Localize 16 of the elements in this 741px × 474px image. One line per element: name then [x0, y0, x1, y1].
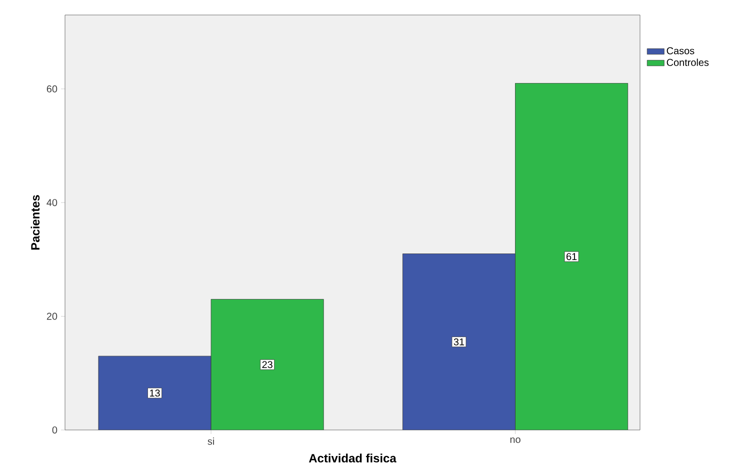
- data-label: 31: [454, 338, 464, 346]
- y-tick-label: 40: [46, 199, 58, 206]
- y-axis-title: Pacientes: [30, 195, 40, 250]
- data-label: 13: [150, 390, 160, 397]
- x-tick-label: no: [510, 438, 520, 443]
- bar: [515, 83, 628, 430]
- y-tick-label: 0: [52, 426, 58, 434]
- legend-label: Controles: [666, 58, 709, 66]
- x-tick-label: si: [208, 438, 214, 445]
- y-tick-label: 20: [46, 312, 58, 320]
- x-axis-title: Actividad fisica: [308, 454, 396, 462]
- y-tick-label: 60: [46, 85, 58, 92]
- bar: [210, 299, 324, 430]
- legend-label: Casos: [666, 47, 694, 54]
- data-label: 23: [262, 361, 272, 368]
- data-label: 61: [566, 253, 577, 260]
